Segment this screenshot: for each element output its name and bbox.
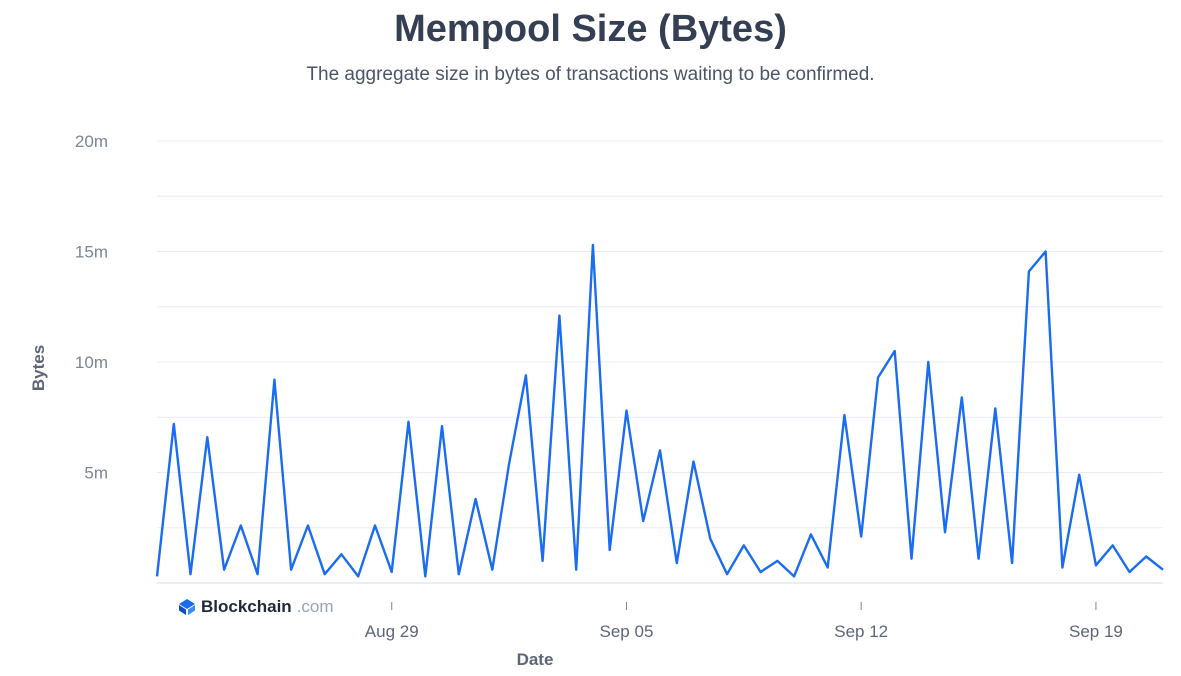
y-axis-label: Bytes: [29, 345, 48, 391]
y-tick-label: 10m: [75, 353, 108, 372]
x-axis: Aug 29 Sep 05 Sep 12 Sep 19: [365, 602, 1123, 641]
y-axis: 5m 10m 15m 20m: [75, 132, 108, 482]
chart-title: Mempool Size (Bytes): [394, 8, 787, 50]
x-axis-label: Date: [517, 650, 554, 669]
grid-lines: [157, 140, 1163, 584]
x-tick-label: Sep 12: [834, 622, 888, 641]
x-tick-label: Sep 05: [600, 622, 654, 641]
x-tick-label: Aug 29: [365, 622, 419, 641]
y-tick-label: 15m: [75, 243, 108, 262]
blockchain-logo-icon: [179, 599, 195, 615]
y-tick-label: 5m: [84, 464, 108, 483]
brand-name: Blockchain: [201, 597, 292, 616]
brand-suffix: .com: [296, 597, 334, 616]
y-tick-label: 20m: [75, 132, 108, 151]
x-tick-label: Sep 19: [1069, 622, 1123, 641]
series-line: [155, 243, 1164, 578]
chart-subtitle: The aggregate size in bytes of transacti…: [306, 64, 875, 85]
series-group: [155, 243, 1164, 578]
blockchain-watermark: Blockchain .com: [178, 597, 334, 617]
